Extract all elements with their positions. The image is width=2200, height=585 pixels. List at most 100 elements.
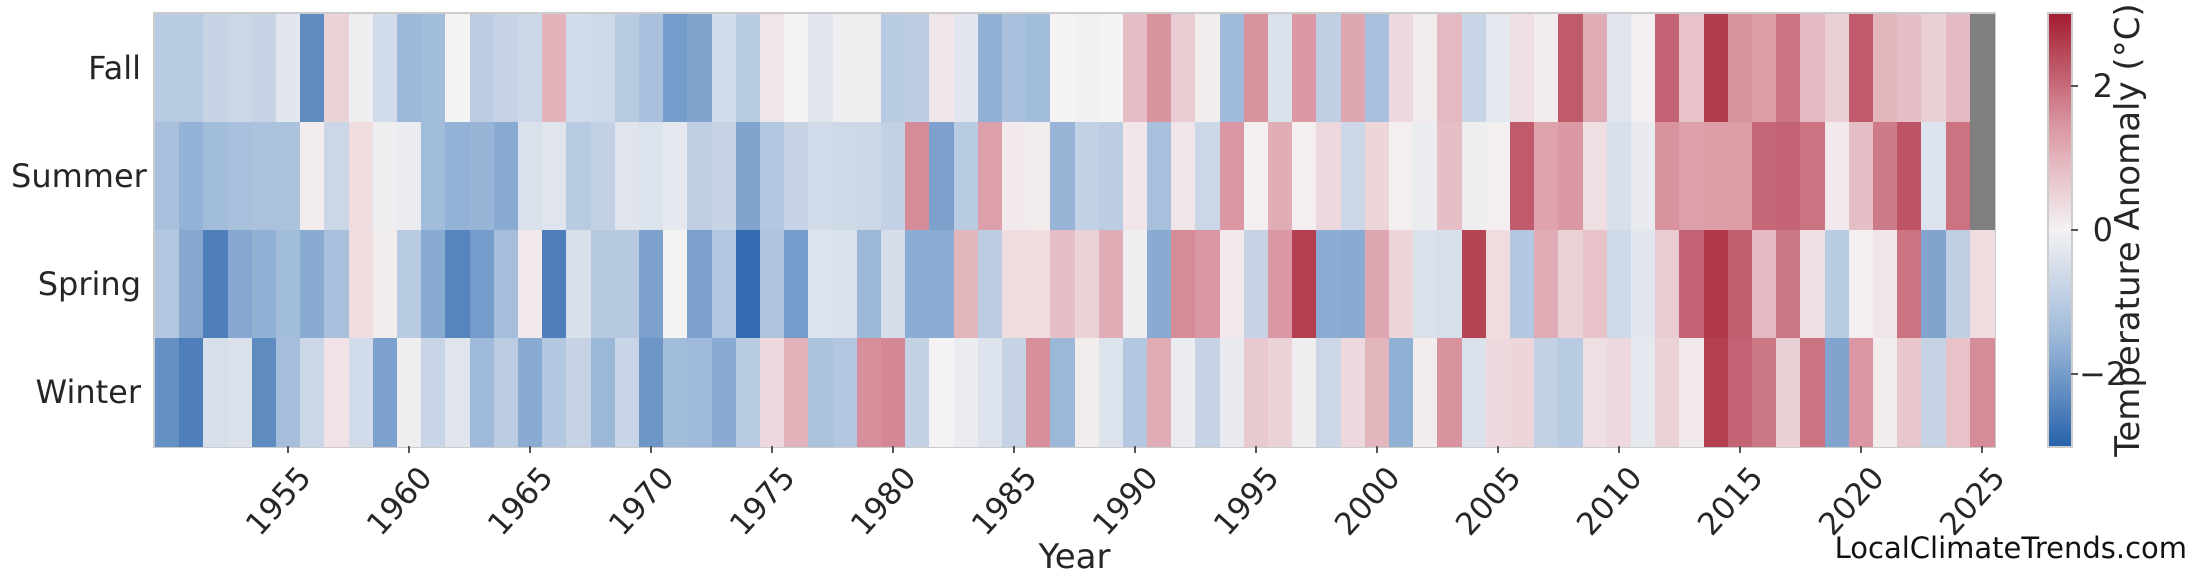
heatmap-cell — [735, 122, 761, 231]
heatmap-cell — [832, 122, 858, 231]
heatmap-cell — [590, 230, 616, 339]
colorbar — [2047, 12, 2073, 448]
heatmap-cell — [663, 14, 688, 123]
heatmap-cell — [711, 230, 737, 339]
heatmap-cell — [1824, 338, 1850, 447]
heatmap-cell — [421, 338, 446, 447]
heatmap-cell — [517, 14, 543, 123]
heatmap-cell — [1945, 14, 1971, 123]
heatmap-cell — [1679, 14, 1705, 123]
heatmap-cell — [300, 14, 325, 123]
heatmap-cell — [1001, 14, 1027, 123]
heatmap-cell — [1631, 122, 1656, 231]
heatmap-cell — [251, 338, 277, 447]
heatmap-cell — [1461, 122, 1487, 231]
heatmap-cell — [1873, 230, 1898, 339]
heatmap-cell — [1461, 14, 1487, 123]
heatmap-cell — [1921, 338, 1947, 447]
heatmap-cell — [1171, 230, 1197, 339]
heatmap-cell — [614, 338, 640, 447]
heatmap-cell — [469, 14, 495, 123]
heatmap-cell — [1437, 338, 1463, 447]
heatmap-cell — [1921, 14, 1947, 123]
heatmap-cell — [1897, 338, 1922, 447]
heatmap-cell — [517, 122, 543, 231]
heatmap-cell — [856, 122, 882, 231]
heatmap-cell — [542, 122, 567, 231]
heatmap-cell — [1727, 338, 1753, 447]
heatmap-cell — [469, 122, 495, 231]
heatmap-cell — [1171, 338, 1197, 447]
heatmap-cell — [1485, 338, 1511, 447]
heatmap-cell — [1122, 338, 1148, 447]
heatmap-cell — [1219, 338, 1245, 447]
heatmap-cell — [1606, 14, 1632, 123]
heatmap-cell — [396, 230, 422, 339]
heatmap-cell — [1243, 122, 1269, 231]
heatmap-cell — [1292, 122, 1318, 231]
heatmap-cell — [1800, 122, 1826, 231]
colorbar-tick-mark — [2071, 229, 2078, 231]
heatmap-cell — [1268, 14, 1293, 123]
heatmap-cell — [179, 14, 204, 123]
heatmap-cell — [1969, 338, 1995, 447]
heatmap-cell — [1413, 338, 1439, 447]
heatmap-cell — [348, 122, 374, 231]
heatmap-cell — [808, 122, 834, 231]
heatmap-cell — [1268, 122, 1293, 231]
heatmap-cell — [179, 230, 204, 339]
heatmap-cell — [1534, 14, 1560, 123]
heatmap-cell — [1824, 230, 1850, 339]
heatmap-cell — [517, 230, 543, 339]
heatmap-cell — [1800, 338, 1826, 447]
heatmap-cell — [542, 230, 567, 339]
heatmap-cell — [1703, 230, 1729, 339]
heatmap-cell — [638, 338, 664, 447]
heatmap-cell — [1631, 14, 1656, 123]
heatmap-cell — [590, 122, 616, 231]
x-tick-mark — [1496, 446, 1499, 453]
heatmap-cell — [445, 14, 471, 123]
colorbar-tick-label-2: 2 — [2092, 67, 2113, 105]
heatmap-cell — [1582, 338, 1608, 447]
x-tick-mark — [287, 446, 290, 453]
heatmap-cell — [300, 338, 325, 447]
heatmap-cell — [1703, 14, 1729, 123]
heatmap-cell — [396, 338, 422, 447]
heatmap-cell — [300, 122, 325, 231]
heatmap-cell — [566, 122, 592, 231]
heatmap-cell — [1074, 338, 1100, 447]
heatmap-cell — [1340, 230, 1366, 339]
heatmap-cell — [251, 230, 277, 339]
heatmap-cell — [1873, 122, 1898, 231]
heatmap-cell — [1243, 338, 1269, 447]
heatmap-cell — [1001, 338, 1027, 447]
heatmap-cell — [1655, 338, 1681, 447]
heatmap-cell — [687, 122, 713, 231]
heatmap-cell — [1969, 122, 1995, 231]
heatmap-cell — [1485, 230, 1511, 339]
x-tick-mark — [1980, 446, 1983, 453]
heatmap-cell — [1195, 14, 1221, 123]
heatmap-cell — [832, 14, 858, 123]
heatmap-cell — [977, 230, 1003, 339]
heatmap-cell — [784, 338, 809, 447]
heatmap-cell — [1776, 122, 1802, 231]
heatmap-cell — [1050, 338, 1076, 447]
heatmap-cell — [1703, 338, 1729, 447]
heatmap-cell — [566, 338, 592, 447]
heatmap-cell — [1026, 122, 1051, 231]
heatmap-cell — [1219, 230, 1245, 339]
heatmap-cell — [1437, 230, 1463, 339]
heatmap-cell — [1631, 230, 1656, 339]
heatmap-cell — [929, 14, 955, 123]
heatmap-cell — [1945, 122, 1971, 231]
colorbar-tick-label-0: 0 — [2092, 211, 2113, 249]
heatmap-cell — [590, 338, 616, 447]
heatmap-cell — [1606, 338, 1632, 447]
heatmap-cell — [808, 230, 834, 339]
heatmap-cell — [469, 338, 495, 447]
heatmap-cell — [711, 14, 737, 123]
watermark-text: LocalClimateTrends.com — [1834, 531, 2187, 565]
heatmap-cell — [155, 14, 180, 123]
